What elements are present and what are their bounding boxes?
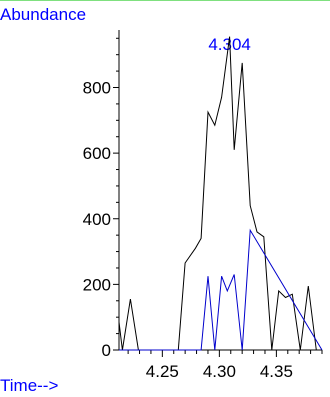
y-tick-label: 200 (83, 275, 111, 294)
y-axis-label: Abundance (0, 5, 86, 24)
x-tick-label: 4.25 (146, 362, 179, 381)
x-axis-label: Time--> (0, 376, 58, 395)
y-tick-label: 400 (83, 210, 111, 229)
y-tick-label: 800 (83, 79, 111, 98)
axes: 0 200 400 600 800 4.25 4.30 4.35 (83, 30, 323, 381)
y-tick-label: 600 (83, 144, 111, 163)
y-tick-label: 0 (102, 341, 111, 360)
x-tick-label: 4.35 (260, 362, 293, 381)
series-layer (118, 36, 323, 351)
x-tick-label: 4.30 (203, 362, 236, 381)
series-line-blue (119, 228, 323, 351)
series-line-black (118, 36, 322, 351)
